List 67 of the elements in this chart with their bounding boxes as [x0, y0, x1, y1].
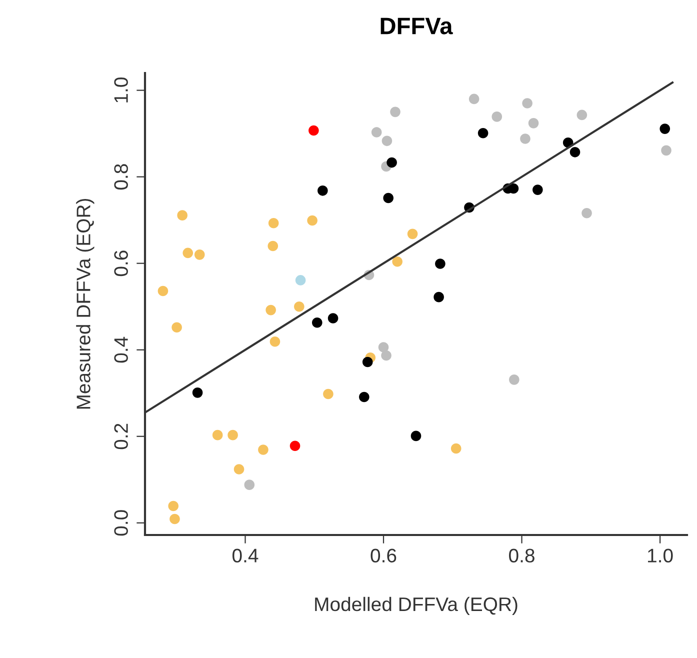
point: [532, 184, 543, 195]
point: [268, 240, 278, 252]
point: [378, 342, 389, 352]
x-tick-label: 0.6: [370, 548, 396, 562]
y-tick-label: 0.4: [114, 336, 128, 363]
point: [234, 464, 244, 474]
point: [323, 388, 334, 400]
x-tick-label: 0.4: [232, 548, 258, 562]
point: [158, 286, 168, 296]
point: [434, 292, 444, 302]
point: [407, 228, 418, 240]
point: [307, 215, 318, 226]
point: [570, 147, 580, 158]
y-tick-label: 0.6: [114, 250, 128, 276]
point: [170, 514, 180, 524]
y-axis-title: Measured DFFVa (EQR): [76, 198, 94, 409]
point: [312, 317, 322, 328]
point: [410, 430, 422, 442]
chart-title: DFFVa: [380, 18, 453, 34]
point: [294, 301, 304, 312]
point: [386, 157, 397, 168]
point: [509, 374, 520, 385]
point: [528, 118, 539, 128]
y-tick-label: 1.0: [114, 78, 128, 102]
point: [468, 94, 480, 104]
point: [328, 313, 338, 324]
point: [228, 430, 238, 440]
point: [661, 145, 672, 156]
point: [168, 500, 178, 512]
point: [194, 250, 205, 260]
point: [492, 112, 502, 122]
point: [212, 430, 223, 440]
point: [258, 444, 268, 455]
point: [522, 98, 532, 108]
point: [520, 134, 530, 144]
point: [381, 350, 392, 361]
x-axis-title: Modelled DFFVa (EQR): [315, 596, 518, 615]
y-tick-label: 0.0: [114, 510, 128, 536]
point: [295, 275, 306, 286]
x-tick-label: 0.8: [509, 548, 534, 562]
point: [660, 124, 670, 134]
point: [362, 356, 373, 368]
point: [244, 480, 255, 490]
y-tick-label: 0.8: [114, 164, 128, 190]
point: [192, 388, 203, 398]
point: [371, 127, 382, 138]
point: [318, 186, 328, 196]
point: [390, 106, 400, 118]
point: [392, 256, 402, 267]
x-tick-label: 1.0: [648, 548, 673, 562]
point: [308, 125, 319, 136]
point: [290, 440, 300, 452]
point: [172, 322, 182, 333]
point: [268, 218, 279, 228]
point: [383, 192, 394, 204]
y-tick-label: 0.2: [114, 424, 128, 450]
point: [177, 210, 188, 220]
point: [478, 128, 488, 138]
point: [450, 443, 462, 454]
point: [359, 392, 370, 402]
point: [182, 248, 194, 258]
point: [576, 110, 588, 120]
point: [435, 258, 446, 269]
point: [266, 304, 276, 316]
point: [382, 136, 392, 146]
point: [582, 208, 592, 218]
point: [270, 336, 280, 347]
